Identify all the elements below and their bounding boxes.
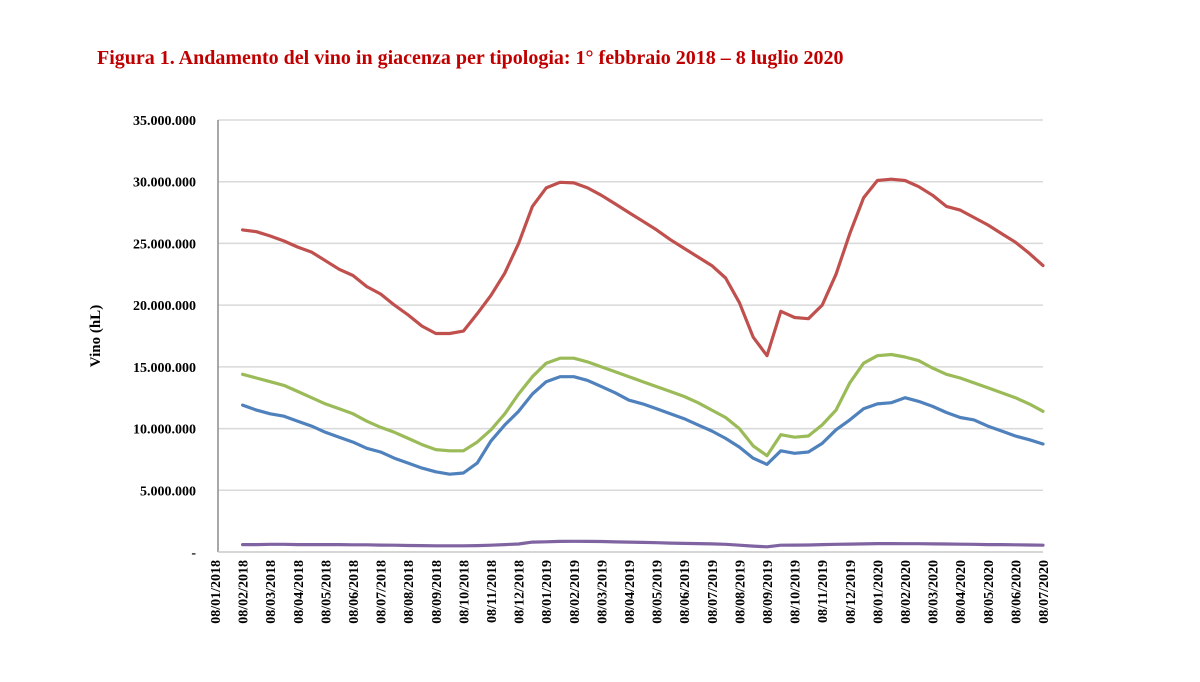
x-tick-label: 08/07/2018 xyxy=(375,560,390,624)
x-axis-ticks: 08/01/2018 08/02/2018 08/03/2018 08/04/2018… xyxy=(209,560,1052,624)
x-tick-label: 08/04/2018 xyxy=(292,560,307,624)
series-line-1 xyxy=(241,177,1045,358)
x-tick-label: 08/07/2019 xyxy=(706,560,721,624)
x-tick-label: 08/05/2018 xyxy=(319,560,334,624)
y-tick-label: 35.000.000 xyxy=(133,114,196,129)
x-tick-label: 08/12/2018 xyxy=(513,560,528,624)
x-tick-label: 08/01/2020 xyxy=(871,560,886,624)
x-tick-label: 08/11/2019 xyxy=(816,560,831,623)
y-tick-label: 20.000.000 xyxy=(133,299,196,314)
y-tick-label: 5.000.000 xyxy=(140,484,196,499)
x-tick-label: 08/10/2018 xyxy=(457,560,472,624)
x-tick-label: 08/04/2019 xyxy=(623,560,638,624)
y-tick-label: 15.000.000 xyxy=(133,361,196,376)
y-tick-label: 25.000.000 xyxy=(133,237,196,252)
x-tick-label: 08/02/2018 xyxy=(237,560,252,624)
x-tick-label: 08/06/2019 xyxy=(678,560,693,624)
x-tick-label: 08/01/2019 xyxy=(540,560,555,624)
x-tick-label: 08/02/2020 xyxy=(899,560,914,624)
x-tick-label: 08/11/2018 xyxy=(485,560,500,623)
y-axis-ticks: - 5.000.000 10.000.000 15.000.000 20.000.000… xyxy=(133,114,196,561)
x-tick-label: 08/03/2020 xyxy=(927,560,942,624)
gridlines xyxy=(218,119,1043,492)
series-line-3 xyxy=(241,375,1045,476)
x-tick-label: 08/01/2018 xyxy=(209,560,224,624)
y-tick-label: - xyxy=(191,546,196,561)
x-tick-label: 08/07/2020 xyxy=(1037,560,1052,624)
x-tick-label: 08/04/2020 xyxy=(954,560,969,624)
x-tick-label: 08/12/2019 xyxy=(844,560,859,624)
x-tick-label: 08/09/2019 xyxy=(761,560,776,624)
x-tick-label: 08/03/2018 xyxy=(264,560,279,624)
x-tick-label: 08/05/2020 xyxy=(982,560,997,624)
series-line-4 xyxy=(241,539,1045,549)
x-tick-label: 08/08/2019 xyxy=(733,560,748,624)
series-lines xyxy=(241,177,1045,549)
y-tick-label: 30.000.000 xyxy=(133,176,196,191)
x-tick-label: 08/05/2019 xyxy=(651,560,666,624)
x-tick-label: 08/08/2018 xyxy=(402,560,417,624)
series-line-2 xyxy=(241,352,1045,458)
x-tick-label: 08/10/2019 xyxy=(789,560,804,624)
chart-title: Figura 1. Andamento del vino in giacenza… xyxy=(97,47,844,69)
x-tick-label: 08/06/2020 xyxy=(1009,560,1024,624)
x-tick-label: 08/09/2018 xyxy=(430,560,445,624)
x-tick-label: 08/06/2018 xyxy=(347,560,362,624)
x-tick-label: 08/02/2019 xyxy=(568,560,583,624)
x-tick-label: 08/03/2019 xyxy=(595,560,610,624)
y-tick-label: 10.000.000 xyxy=(133,423,196,438)
y-axis-label: Vino (hL) xyxy=(88,305,104,367)
